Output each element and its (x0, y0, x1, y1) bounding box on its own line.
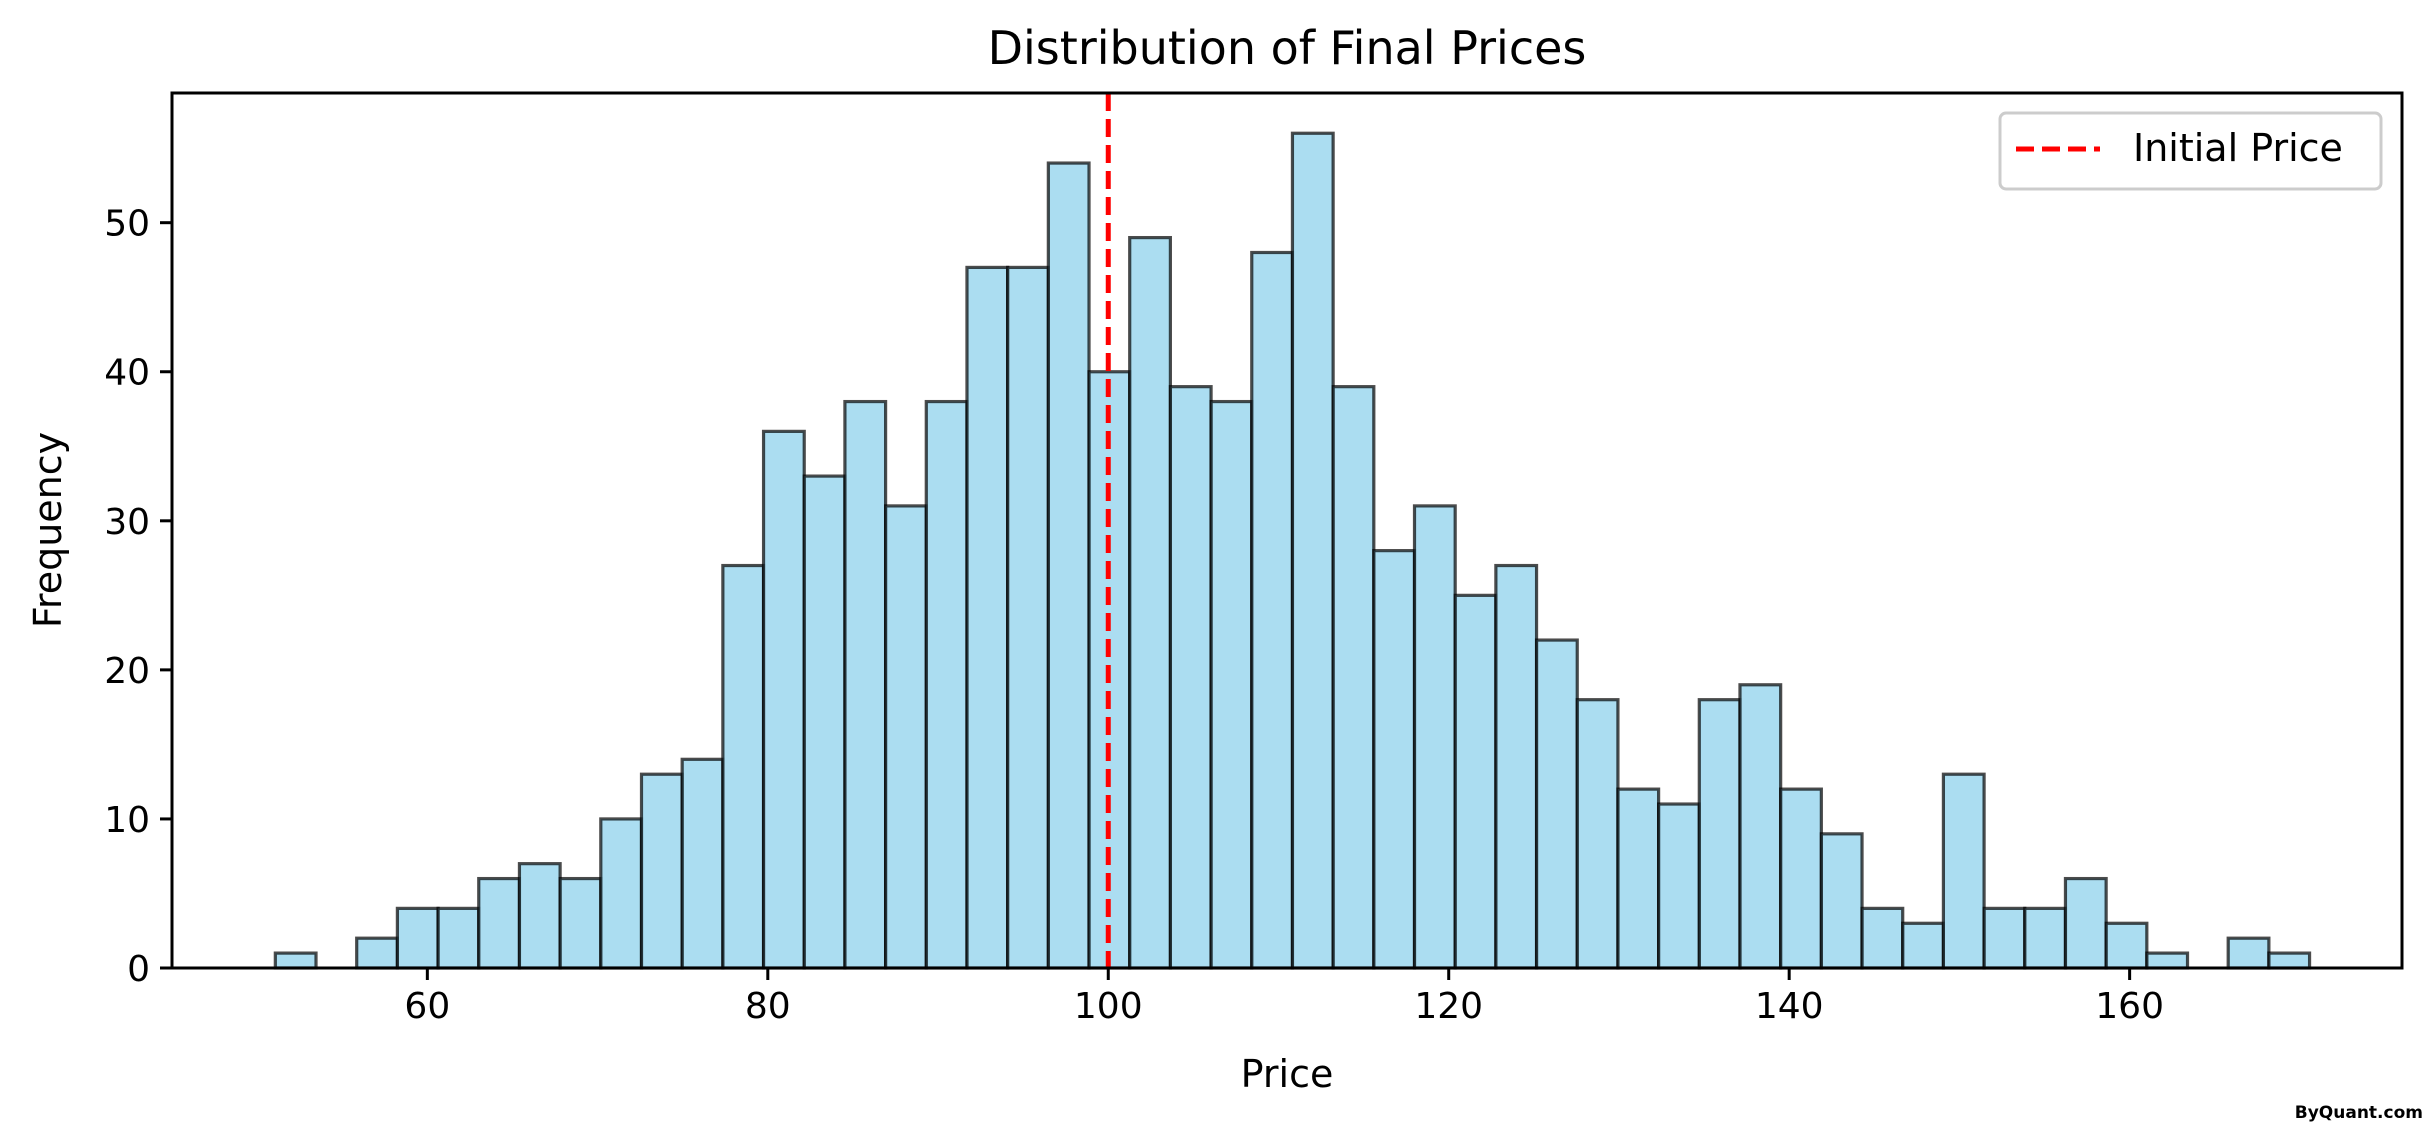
histogram-bar (1941, 772, 1986, 970)
histogram-bar (639, 772, 684, 970)
histogram-bar (1657, 802, 1701, 970)
histogram-bar (517, 862, 562, 970)
histogram-bar (477, 876, 522, 970)
histogram-bar (2267, 951, 2312, 970)
histogram-bar (1738, 683, 1783, 970)
y-tick-label: 10 (104, 800, 150, 841)
histogram-bars (273, 131, 2312, 970)
y-tick-label: 0 (127, 949, 150, 990)
histogram-bar (924, 399, 969, 970)
histogram-bar (1819, 832, 1864, 970)
x-tick-label: 60 (404, 986, 450, 1027)
histogram-bar (1616, 787, 1661, 970)
histogram-bar (1982, 906, 2027, 970)
histogram-bar (2226, 936, 2271, 970)
histogram-bar (1494, 563, 1539, 970)
histogram-bar (1250, 250, 1295, 970)
histogram-bar (883, 504, 928, 970)
histogram-bar (802, 474, 847, 970)
histogram-bar (761, 429, 806, 970)
x-tick-label: 140 (1755, 986, 1824, 1027)
histogram-bar (2104, 921, 2149, 970)
histogram-bar (1697, 698, 1742, 970)
histogram-bar (1779, 787, 1823, 970)
histogram-bar (1860, 906, 1905, 970)
histogram-bar (1372, 549, 1417, 970)
histogram-bar (1901, 921, 1946, 970)
histogram-bar (1006, 265, 1050, 970)
histogram-bar (355, 936, 399, 970)
x-tick-label: 100 (1074, 986, 1143, 1027)
y-axis-label: Frequency (26, 432, 70, 628)
histogram-bar (1412, 504, 1457, 970)
legend-box (1998, 111, 2383, 191)
y-tick-label: 50 (104, 204, 150, 245)
histogram-bar (1209, 399, 1254, 970)
legend: Initial Price (1998, 111, 2383, 191)
histogram-bar (1128, 235, 1172, 970)
x-axis-ticks: 60 80 100 120 140 160 (404, 968, 2164, 1027)
histogram-bar (680, 757, 725, 970)
histogram-bar (558, 876, 603, 970)
histogram-bar (599, 817, 644, 970)
histogram-bar (1534, 638, 1579, 970)
y-tick-label: 30 (104, 502, 150, 543)
histogram-bar (436, 906, 481, 970)
histogram-bar (965, 265, 1010, 970)
y-tick-label: 40 (104, 353, 150, 394)
histogram-bar (1046, 161, 1091, 970)
chart-title: Distribution of Final Prices (988, 21, 1587, 75)
histogram-bar (2023, 906, 2068, 970)
x-axis-label: Price (1241, 1052, 1334, 1096)
x-tick-label: 80 (745, 986, 791, 1027)
histogram-bar (843, 399, 888, 970)
histogram-bar (1453, 593, 1498, 970)
histogram-bar (2145, 951, 2190, 970)
histogram-bar (395, 906, 440, 970)
axes-frame (170, 91, 2404, 970)
histogram-bar (721, 563, 766, 970)
y-axis-ticks: 0 10 20 30 40 50 (104, 204, 172, 990)
x-tick-label: 160 (2095, 986, 2164, 1027)
x-tick-label: 120 (1414, 986, 1483, 1027)
histogram-bar (273, 951, 318, 970)
histogram-bar (2063, 876, 2108, 970)
watermark: ByQuant.com (2295, 1103, 2423, 1123)
histogram-bar (1331, 385, 1376, 970)
histogram-bar (1168, 385, 1213, 970)
legend-label: Initial Price (2133, 126, 2343, 170)
histogram-bar (1290, 131, 1335, 970)
y-tick-label: 20 (104, 651, 150, 692)
histogram-bar (1575, 698, 1620, 970)
